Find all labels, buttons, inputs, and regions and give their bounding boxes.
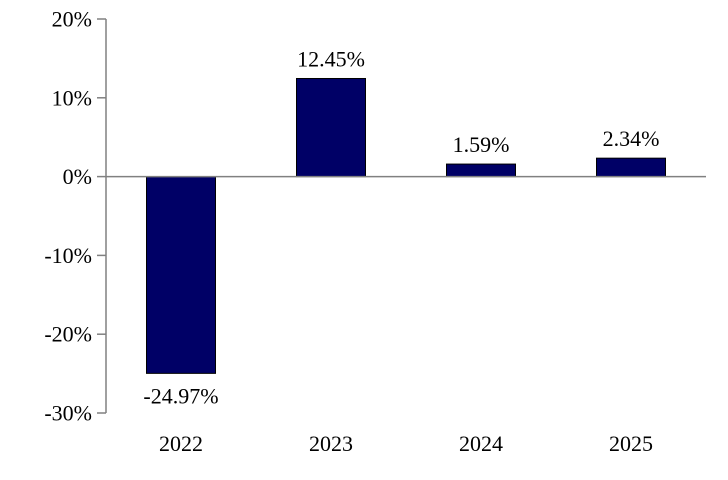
y-tick-label: -30% — [44, 401, 92, 426]
x-label-2024: 2024 — [459, 431, 503, 456]
bar-2022 — [146, 176, 216, 374]
data-label-2023: 12.45% — [297, 46, 365, 71]
bar-2024 — [446, 163, 516, 178]
y-tick-label: 10% — [52, 85, 92, 110]
y-tick-label: -10% — [44, 243, 92, 268]
x-label-2023: 2023 — [309, 431, 353, 456]
data-label-2022: -24.97% — [143, 383, 218, 408]
data-label-2024: 1.59% — [453, 132, 510, 157]
y-tick-label: 20% — [52, 7, 92, 32]
bar-2023 — [296, 77, 366, 178]
x-label-2025: 2025 — [609, 431, 653, 456]
x-label-2022: 2022 — [159, 431, 203, 456]
data-labels: -24.97% 12.45% 1.59% 2.34% — [143, 46, 659, 408]
y-tick-label: 0% — [63, 164, 92, 189]
data-label-2025: 2.34% — [603, 126, 660, 151]
bar-2025 — [596, 157, 666, 178]
y-tick-label: -20% — [44, 322, 92, 347]
x-axis-labels: 2022 2023 2024 2025 — [159, 431, 653, 456]
bars — [146, 77, 666, 374]
y-axis-ticks: 20% 10% 0% -10% -20% -30% — [44, 7, 106, 426]
